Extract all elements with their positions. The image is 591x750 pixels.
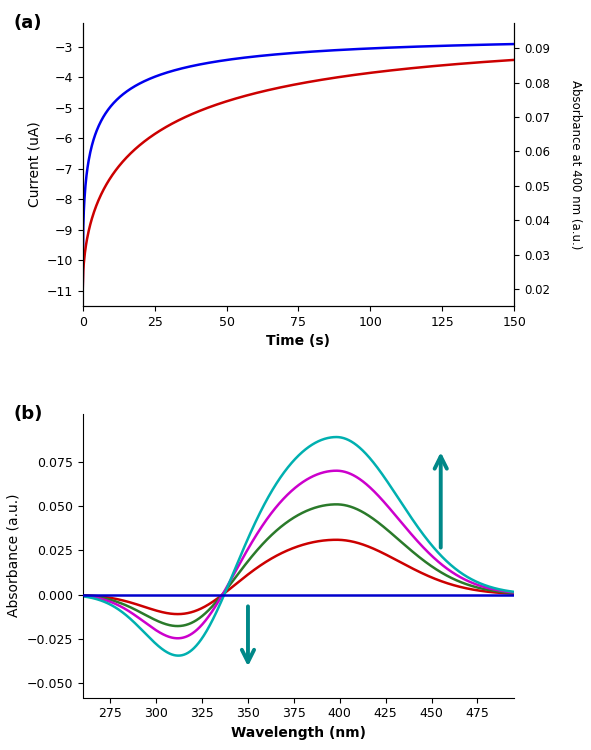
X-axis label: Wavelength (nm): Wavelength (nm) — [231, 726, 366, 740]
Y-axis label: Current (uA): Current (uA) — [27, 122, 41, 207]
Text: (b): (b) — [14, 406, 43, 424]
Y-axis label: Absorbance (a.u.): Absorbance (a.u.) — [7, 494, 21, 617]
X-axis label: Time (s): Time (s) — [267, 334, 330, 349]
Text: (a): (a) — [14, 14, 42, 32]
Y-axis label: Absorbance at 400 nm (a.u.): Absorbance at 400 nm (a.u.) — [569, 80, 582, 249]
